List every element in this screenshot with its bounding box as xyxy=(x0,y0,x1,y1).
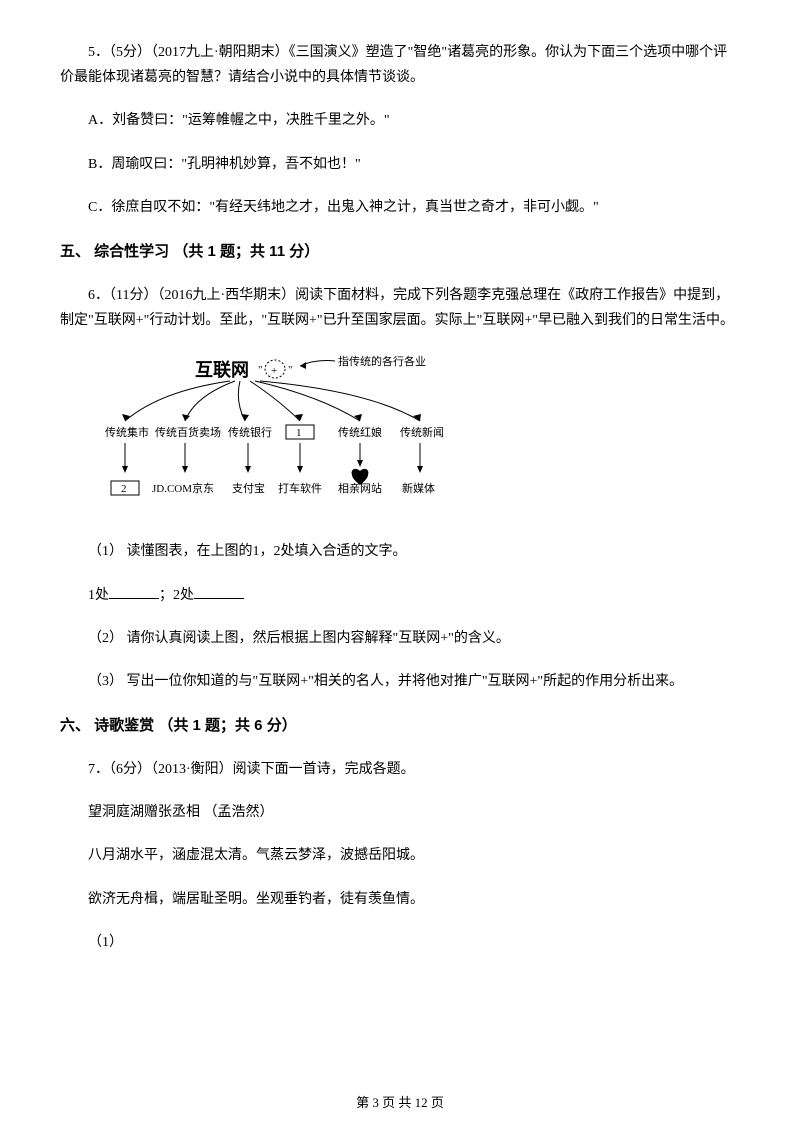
q5-option-b: B．周瑜叹曰："孔明神机妙算，吾不如也！" xyxy=(60,152,740,177)
blank-1 xyxy=(109,585,159,599)
svg-text:新媒体: 新媒体 xyxy=(402,481,435,495)
svg-text:传统集市: 传统集市 xyxy=(105,425,149,439)
svg-text:支付宝: 支付宝 xyxy=(232,481,265,495)
svg-text:指传统的各行各业: 指传统的各行各业 xyxy=(338,354,426,368)
q7-poem-line1: 八月湖水平，涵虚混太清。气蒸云梦泽，波撼岳阳城。 xyxy=(60,843,740,868)
svg-text:2: 2 xyxy=(121,483,127,495)
page-footer: 第 3 页 共 12 页 xyxy=(0,1091,800,1114)
q7-poem-line2: 欲济无舟楫，端居耻圣明。坐观垂钓者，徒有羡鱼情。 xyxy=(60,887,740,912)
svg-text:": " xyxy=(258,364,263,376)
q6-sub2: （2） 请你认真阅读上图，然后根据上图内容解释"互联网+"的含义。 xyxy=(60,626,740,651)
q7-poem-title: 望洞庭湖赠张丞相 （孟浩然） xyxy=(60,800,740,825)
q6-sub1: （1） 读懂图表，在上图的1，2处填入合适的文字。 xyxy=(60,539,740,564)
question-5: 5．（5分）（2017九上·朝阳期末）《三国演义》塑造了"智绝"诸葛亮的形象。你… xyxy=(60,40,740,90)
internet-plus-diagram: 互联网 " + " 指传统的各行各业 传统集市 传统百货卖场 传统银行 1 传统… xyxy=(100,351,470,521)
svg-text:传统新闻: 传统新闻 xyxy=(400,425,444,439)
svg-text:1: 1 xyxy=(296,427,302,439)
svg-text:JD.COM京东: JD.COM京东 xyxy=(152,481,214,495)
svg-text:传统银行: 传统银行 xyxy=(228,425,272,439)
svg-text:相亲网站: 相亲网站 xyxy=(338,481,382,495)
blank-2 xyxy=(194,585,244,599)
q6-sub1-blanks: 1处；2处 xyxy=(60,583,740,608)
svg-text:+: + xyxy=(271,365,277,377)
question-6: 6．（11分）（2016九上·西华期末）阅读下面材料，完成下列各题李克强总理在《… xyxy=(60,283,740,333)
q5-option-a: A．刘备赞曰："运筹帷幄之中，决胜千里之外。" xyxy=(60,108,740,133)
svg-text:打车软件: 打车软件 xyxy=(278,481,322,495)
section-5-title: 五、 综合性学习 （共 1 题；共 11 分） xyxy=(60,238,740,265)
q5-option-c: C．徐庶自叹不如："有经天纬地之才，出鬼入神之计，真当世之奇才，非可小觑。" xyxy=(60,195,740,220)
svg-text:": " xyxy=(288,364,293,376)
question-7: 7．（6分）（2013·衡阳）阅读下面一首诗，完成各题。 xyxy=(60,757,740,782)
q6-sub3: （3） 写出一位你知道的与"互联网+"相关的名人，并将他对推广"互联网+"所起的… xyxy=(60,669,740,694)
diagram-title: 互联网 xyxy=(195,360,249,380)
section-6-title: 六、 诗歌鉴赏 （共 1 题；共 6 分） xyxy=(60,712,740,739)
svg-text:传统百货卖场: 传统百货卖场 xyxy=(155,425,221,439)
svg-text:传统红娘: 传统红娘 xyxy=(338,425,382,439)
q7-sub1: （1） xyxy=(60,930,740,955)
